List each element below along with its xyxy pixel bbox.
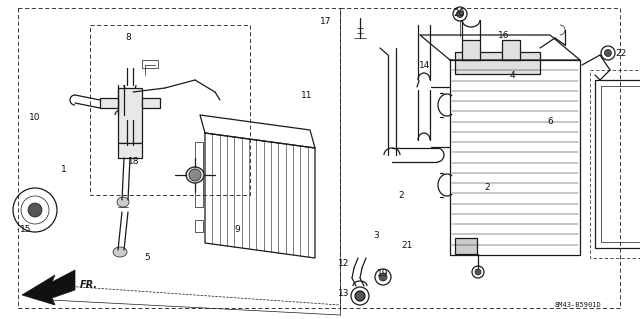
Text: 11: 11 [301, 92, 313, 100]
Text: 2: 2 [398, 190, 404, 199]
Ellipse shape [189, 169, 201, 181]
Text: 18: 18 [128, 158, 140, 167]
Text: 1: 1 [61, 165, 67, 174]
Ellipse shape [186, 167, 204, 183]
Text: 22: 22 [616, 49, 627, 58]
Text: 16: 16 [499, 31, 509, 40]
Text: 13: 13 [339, 288, 349, 298]
Bar [502, 40, 520, 60]
Ellipse shape [456, 11, 463, 18]
Bar [601, 86, 640, 242]
Bar [118, 88, 142, 143]
Text: 15: 15 [20, 225, 32, 234]
Bar [595, 80, 640, 248]
Ellipse shape [475, 269, 481, 275]
Ellipse shape [28, 203, 42, 217]
Text: 3: 3 [373, 231, 379, 240]
Text: 19: 19 [377, 270, 388, 278]
Polygon shape [22, 270, 75, 305]
Text: 10: 10 [29, 114, 41, 122]
Text: 6: 6 [547, 116, 553, 125]
Text: 2: 2 [484, 183, 490, 192]
Ellipse shape [379, 273, 387, 281]
Bar [195, 220, 203, 232]
Bar [118, 143, 142, 158]
Text: 12: 12 [339, 259, 349, 269]
Bar [455, 238, 477, 254]
Ellipse shape [355, 291, 365, 301]
Bar [100, 98, 118, 108]
Text: 4: 4 [509, 70, 515, 79]
Text: 8: 8 [125, 33, 131, 41]
Ellipse shape [605, 49, 611, 56]
Ellipse shape [117, 197, 129, 207]
Text: 9: 9 [234, 225, 240, 234]
Ellipse shape [113, 247, 127, 257]
Text: 8M43-B5901D: 8M43-B5901D [555, 302, 602, 308]
Text: 20: 20 [453, 10, 465, 19]
Bar [455, 52, 540, 74]
Bar [142, 60, 158, 68]
Bar [195, 142, 203, 207]
Text: 5: 5 [144, 254, 150, 263]
Text: FR.: FR. [80, 280, 98, 290]
Text: 17: 17 [320, 17, 332, 26]
Text: 21: 21 [401, 241, 413, 249]
Text: 14: 14 [419, 61, 431, 70]
Bar [462, 40, 480, 60]
Bar [142, 98, 160, 108]
